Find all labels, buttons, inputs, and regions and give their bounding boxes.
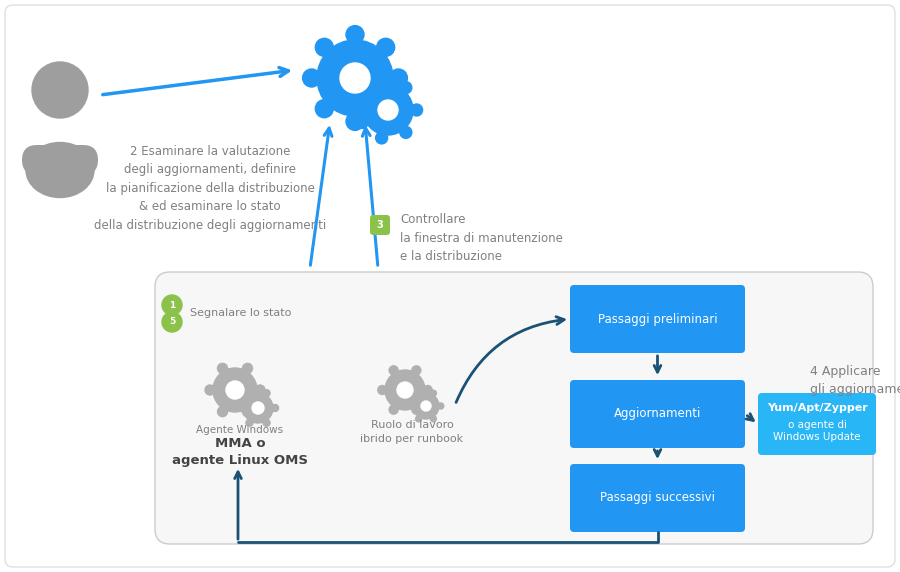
Circle shape — [413, 393, 439, 419]
FancyBboxPatch shape — [22, 145, 98, 175]
Circle shape — [238, 404, 245, 411]
Circle shape — [346, 113, 364, 130]
Circle shape — [243, 393, 273, 423]
FancyBboxPatch shape — [5, 5, 895, 567]
Circle shape — [252, 402, 264, 414]
Circle shape — [218, 407, 228, 416]
Circle shape — [317, 40, 393, 116]
Circle shape — [246, 419, 253, 426]
Circle shape — [397, 382, 413, 398]
Circle shape — [389, 405, 398, 414]
FancyBboxPatch shape — [758, 393, 876, 455]
Text: MMA o
agente Linux OMS: MMA o agente Linux OMS — [172, 437, 308, 467]
Text: 2 Esaminare la valutazione
degli aggiornamenti, definire
la pianificazione della: 2 Esaminare la valutazione degli aggiorn… — [94, 145, 326, 232]
Circle shape — [263, 419, 270, 426]
FancyBboxPatch shape — [155, 272, 873, 544]
Circle shape — [242, 363, 253, 374]
Circle shape — [32, 62, 88, 118]
FancyBboxPatch shape — [570, 380, 745, 448]
Circle shape — [375, 132, 388, 144]
Circle shape — [315, 38, 333, 56]
Circle shape — [378, 386, 387, 395]
Circle shape — [423, 386, 432, 395]
Circle shape — [356, 92, 368, 104]
Text: 1: 1 — [169, 300, 176, 309]
Text: Agente Windows: Agente Windows — [196, 425, 284, 435]
Circle shape — [390, 69, 408, 87]
Circle shape — [346, 26, 364, 43]
Text: Yum/Apt/Zypper: Yum/Apt/Zypper — [767, 403, 868, 413]
Circle shape — [400, 126, 412, 138]
Circle shape — [162, 312, 182, 332]
Text: Passaggi successivi: Passaggi successivi — [600, 491, 715, 505]
Text: Segnalare lo stato: Segnalare lo stato — [190, 308, 292, 318]
Circle shape — [416, 416, 421, 422]
Circle shape — [356, 117, 368, 128]
Circle shape — [412, 366, 421, 375]
Circle shape — [378, 100, 398, 120]
Text: o agente di
Windows Update: o agente di Windows Update — [773, 420, 860, 442]
Circle shape — [377, 38, 395, 56]
FancyBboxPatch shape — [570, 285, 745, 353]
Circle shape — [213, 368, 257, 412]
FancyBboxPatch shape — [570, 464, 745, 532]
Circle shape — [315, 100, 333, 118]
Circle shape — [375, 76, 388, 88]
Circle shape — [385, 370, 425, 410]
Circle shape — [416, 390, 421, 396]
Text: Ruolo di lavoro
ibrido per runbook: Ruolo di lavoro ibrido per runbook — [360, 420, 464, 444]
Text: Controllare
la finestra di manutenzione
e la distribuzione: Controllare la finestra di manutenzione … — [400, 213, 562, 263]
Circle shape — [377, 100, 395, 118]
Text: Aggiornamenti: Aggiornamenti — [614, 407, 701, 420]
Circle shape — [272, 404, 279, 411]
Circle shape — [430, 416, 436, 422]
FancyBboxPatch shape — [370, 215, 390, 235]
Circle shape — [389, 366, 398, 375]
Text: Passaggi preliminari: Passaggi preliminari — [598, 312, 717, 325]
Circle shape — [246, 390, 253, 397]
Circle shape — [218, 363, 228, 374]
Circle shape — [437, 403, 444, 409]
Text: ⚡: ⚡ — [346, 66, 364, 90]
Circle shape — [410, 104, 423, 116]
Ellipse shape — [26, 142, 94, 197]
Circle shape — [400, 82, 412, 94]
Circle shape — [340, 63, 370, 93]
Text: 5: 5 — [169, 317, 176, 327]
Circle shape — [263, 390, 270, 397]
Circle shape — [430, 390, 436, 396]
Circle shape — [412, 405, 421, 414]
Text: 4 Applicare
gli aggiornamenti: 4 Applicare gli aggiornamenti — [810, 365, 900, 396]
Circle shape — [242, 407, 253, 416]
Circle shape — [255, 385, 265, 395]
Circle shape — [421, 401, 431, 411]
Text: 3: 3 — [376, 220, 383, 230]
Circle shape — [226, 381, 244, 399]
Circle shape — [205, 385, 215, 395]
Circle shape — [363, 85, 413, 135]
Circle shape — [409, 403, 414, 409]
Circle shape — [162, 295, 182, 315]
Circle shape — [302, 69, 320, 87]
